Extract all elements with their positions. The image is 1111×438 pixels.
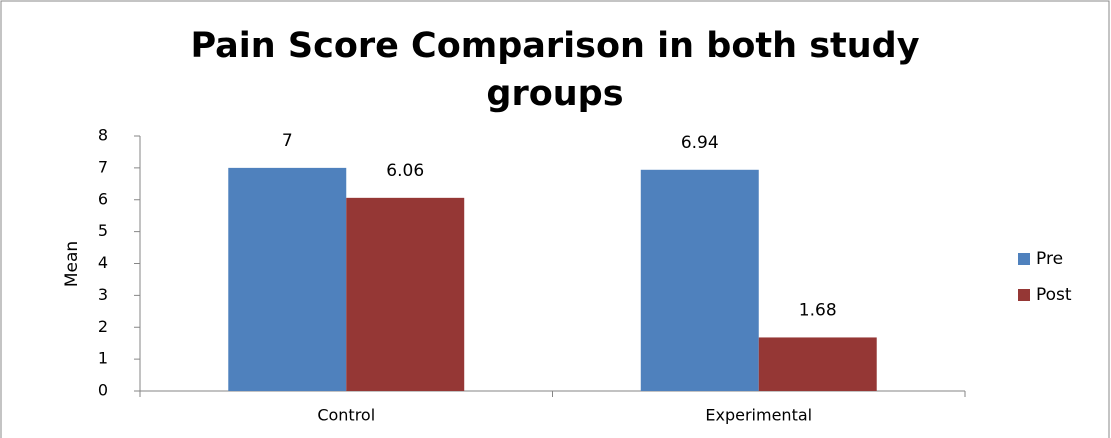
y-tick-label: 4 bbox=[98, 253, 108, 272]
y-tick-label: 5 bbox=[98, 221, 108, 240]
bar bbox=[640, 169, 759, 391]
x-tick-label: Experimental bbox=[705, 406, 812, 425]
data-label: 6.06 bbox=[386, 161, 424, 181]
bar bbox=[228, 167, 347, 391]
x-tick-label: Control bbox=[317, 406, 375, 425]
data-label: 7 bbox=[282, 131, 293, 151]
legend-swatch bbox=[1018, 289, 1030, 301]
y-tick-label: 3 bbox=[98, 285, 108, 304]
chart-title: Pain Score Comparison in both study grou… bbox=[190, 26, 920, 114]
data-label: 6.94 bbox=[681, 133, 719, 153]
data-label: 1.68 bbox=[799, 300, 837, 320]
y-axis-label: Mean bbox=[62, 241, 82, 287]
y-tick-label: 7 bbox=[98, 157, 108, 176]
y-tick-label: 0 bbox=[98, 381, 108, 400]
y-tick-label: 1 bbox=[98, 349, 108, 368]
y-tick-label: 6 bbox=[98, 189, 108, 208]
bar bbox=[758, 337, 877, 391]
bar bbox=[346, 197, 465, 391]
y-tick-label: 2 bbox=[98, 317, 108, 336]
legend-swatch bbox=[1018, 253, 1030, 265]
legend-label: Post bbox=[1036, 285, 1072, 305]
legend-label: Pre bbox=[1036, 249, 1063, 269]
y-tick-label: 8 bbox=[98, 126, 108, 145]
